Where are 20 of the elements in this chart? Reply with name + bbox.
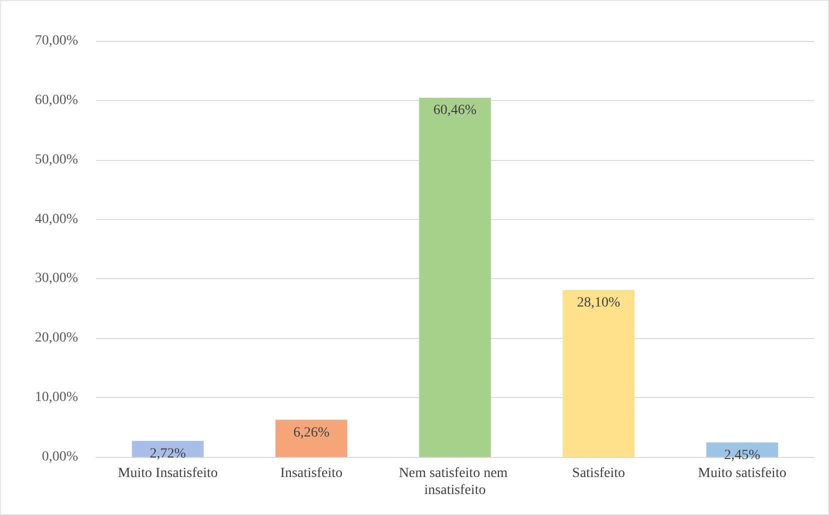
data-label: 28,10% bbox=[577, 296, 621, 311]
data-label: 6,26% bbox=[293, 425, 330, 440]
bar bbox=[419, 98, 491, 457]
x-tick-label: Insatisfeito bbox=[280, 466, 343, 481]
y-tick-label: 0,00% bbox=[42, 450, 78, 464]
bar bbox=[276, 420, 348, 457]
x-tick-label: Muito Insatisfeito bbox=[118, 466, 218, 481]
data-label: 2,72% bbox=[150, 446, 186, 462]
data-label: 60,46% bbox=[433, 103, 477, 118]
y-tick-label: 20,00% bbox=[34, 330, 78, 346]
y-tick-label: 60,00% bbox=[34, 92, 78, 108]
x-tick-label: Satisfeito bbox=[572, 466, 626, 481]
y-tick-label: 30,00% bbox=[34, 271, 78, 286]
y-tick-label: 70,00% bbox=[34, 34, 78, 48]
y-tick-label: 50,00% bbox=[34, 152, 78, 168]
x-tick-label: Nem satisfeito nem insatisfeito bbox=[398, 466, 512, 498]
x-tick-label: Muito satisfeito bbox=[698, 466, 786, 481]
y-tick-label: 10,00% bbox=[34, 390, 78, 406]
y-tick-label: 40,00% bbox=[34, 212, 78, 227]
bar bbox=[562, 290, 634, 457]
